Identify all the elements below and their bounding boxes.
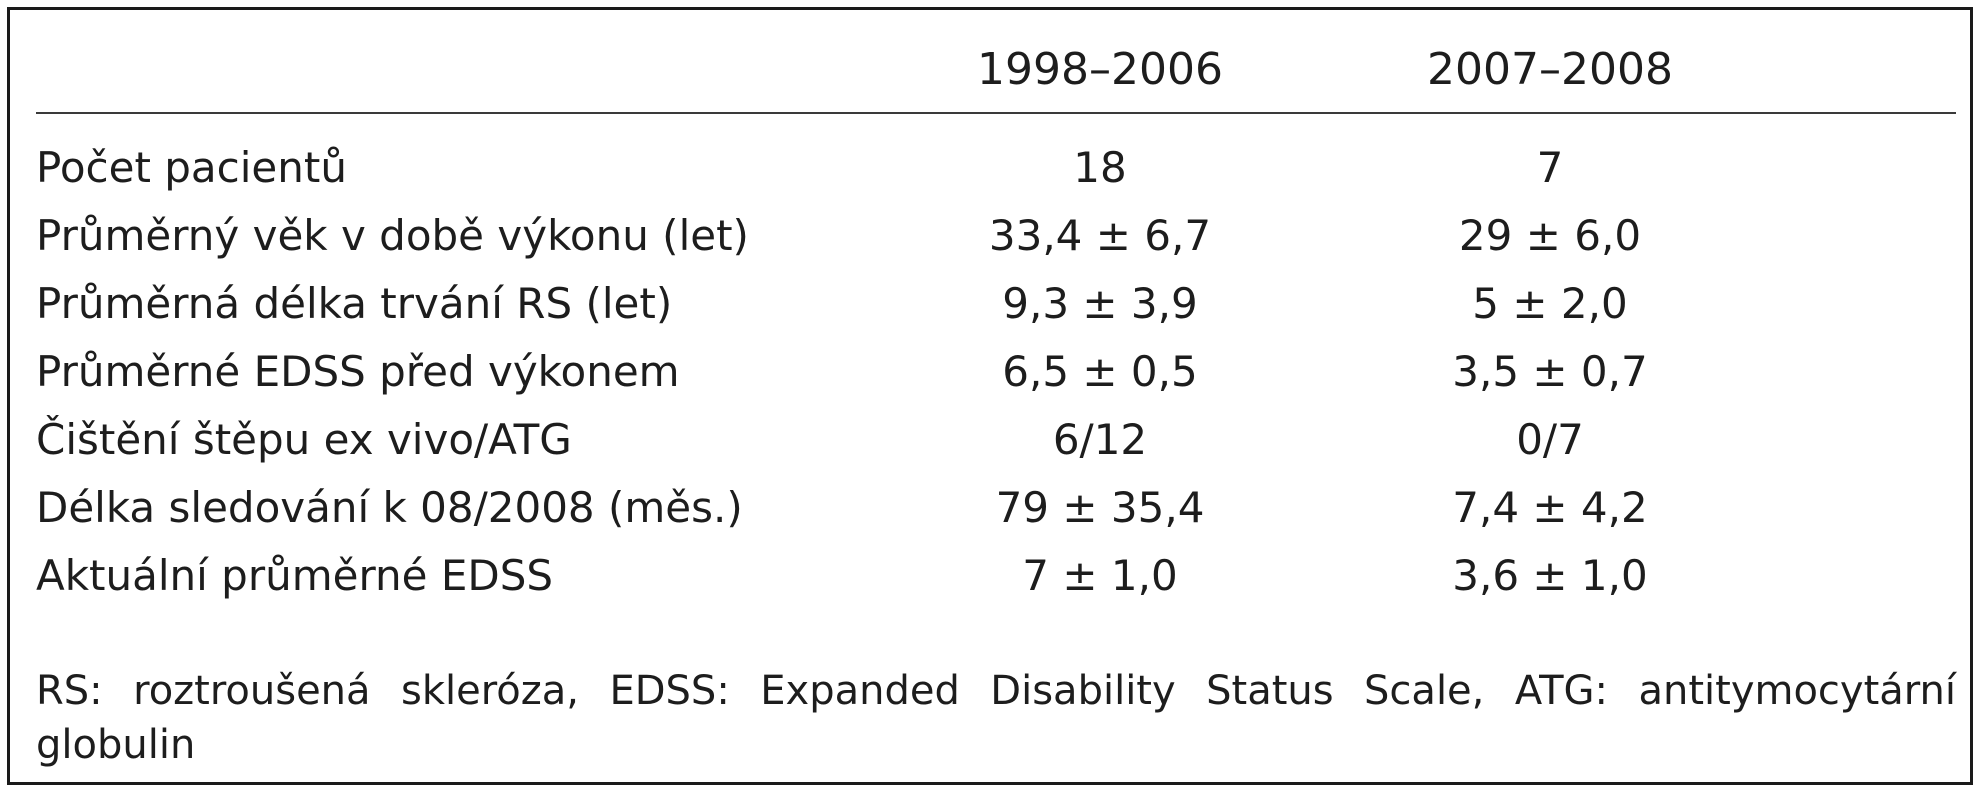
- table-row: Průměrný věk v době výkonu (let) 33,4 ± …: [10, 202, 1970, 270]
- table-row: Čištění štěpu ex vivo/ATG 6/12 0/7: [10, 406, 1970, 474]
- cell-1998-2006: 18: [1073, 143, 1127, 192]
- cell-2007-2008: 3,6 ± 1,0: [1452, 551, 1648, 600]
- header-divider: [36, 112, 1956, 114]
- row-label: Délka sledování k 08/2008 (měs.): [36, 483, 743, 532]
- row-label: Průměrný věk v době výkonu (let): [36, 211, 749, 260]
- cell-1998-2006: 6/12: [1052, 415, 1148, 464]
- cell-1998-2006: 9,3 ± 3,9: [1002, 279, 1198, 328]
- table-row: Průměrné EDSS před výkonem 6,5 ± 0,5 3,5…: [10, 338, 1970, 406]
- row-label: Průměrné EDSS před výkonem: [36, 347, 680, 396]
- table-row: Průměrná délka trvání RS (let) 9,3 ± 3,9…: [10, 270, 1970, 338]
- table-body: Počet pacientů 18 7 Průměrný věk v době …: [10, 134, 1970, 610]
- cell-2007-2008: 7,4 ± 4,2: [1452, 483, 1648, 532]
- table-frame: 1998–2006 2007–2008 Počet pacientů 18 7 …: [7, 7, 1973, 785]
- column-header-2007-2008: 2007–2008: [1427, 44, 1673, 95]
- cell-2007-2008: 29 ± 6,0: [1458, 211, 1642, 260]
- table-footnote: RS: roztroušená skleróza, EDSS: Expanded…: [36, 668, 1956, 768]
- table-row: Délka sledování k 08/2008 (měs.) 79 ± 35…: [10, 474, 1970, 542]
- cell-2007-2008: 7: [1536, 143, 1564, 192]
- column-header-1998-2006: 1998–2006: [977, 44, 1223, 95]
- row-label: Aktuální průměrné EDSS: [36, 551, 554, 600]
- cell-1998-2006: 6,5 ± 0,5: [1002, 347, 1198, 396]
- cell-1998-2006: 33,4 ± 6,7: [988, 211, 1212, 260]
- cell-1998-2006: 7 ± 1,0: [1022, 551, 1178, 600]
- cell-2007-2008: 3,5 ± 0,7: [1452, 347, 1648, 396]
- cell-2007-2008: 0/7: [1516, 415, 1584, 464]
- row-label: Průměrná délka trvání RS (let): [36, 279, 673, 328]
- row-label: Čištění štěpu ex vivo/ATG: [36, 415, 572, 464]
- table-row: Aktuální průměrné EDSS 7 ± 1,0 3,6 ± 1,0: [10, 542, 1970, 610]
- cell-2007-2008: 5 ± 2,0: [1472, 279, 1628, 328]
- row-label: Počet pacientů: [36, 143, 347, 192]
- cell-1998-2006: 79 ± 35,4: [995, 483, 1205, 532]
- table-row: Počet pacientů 18 7: [10, 134, 1970, 202]
